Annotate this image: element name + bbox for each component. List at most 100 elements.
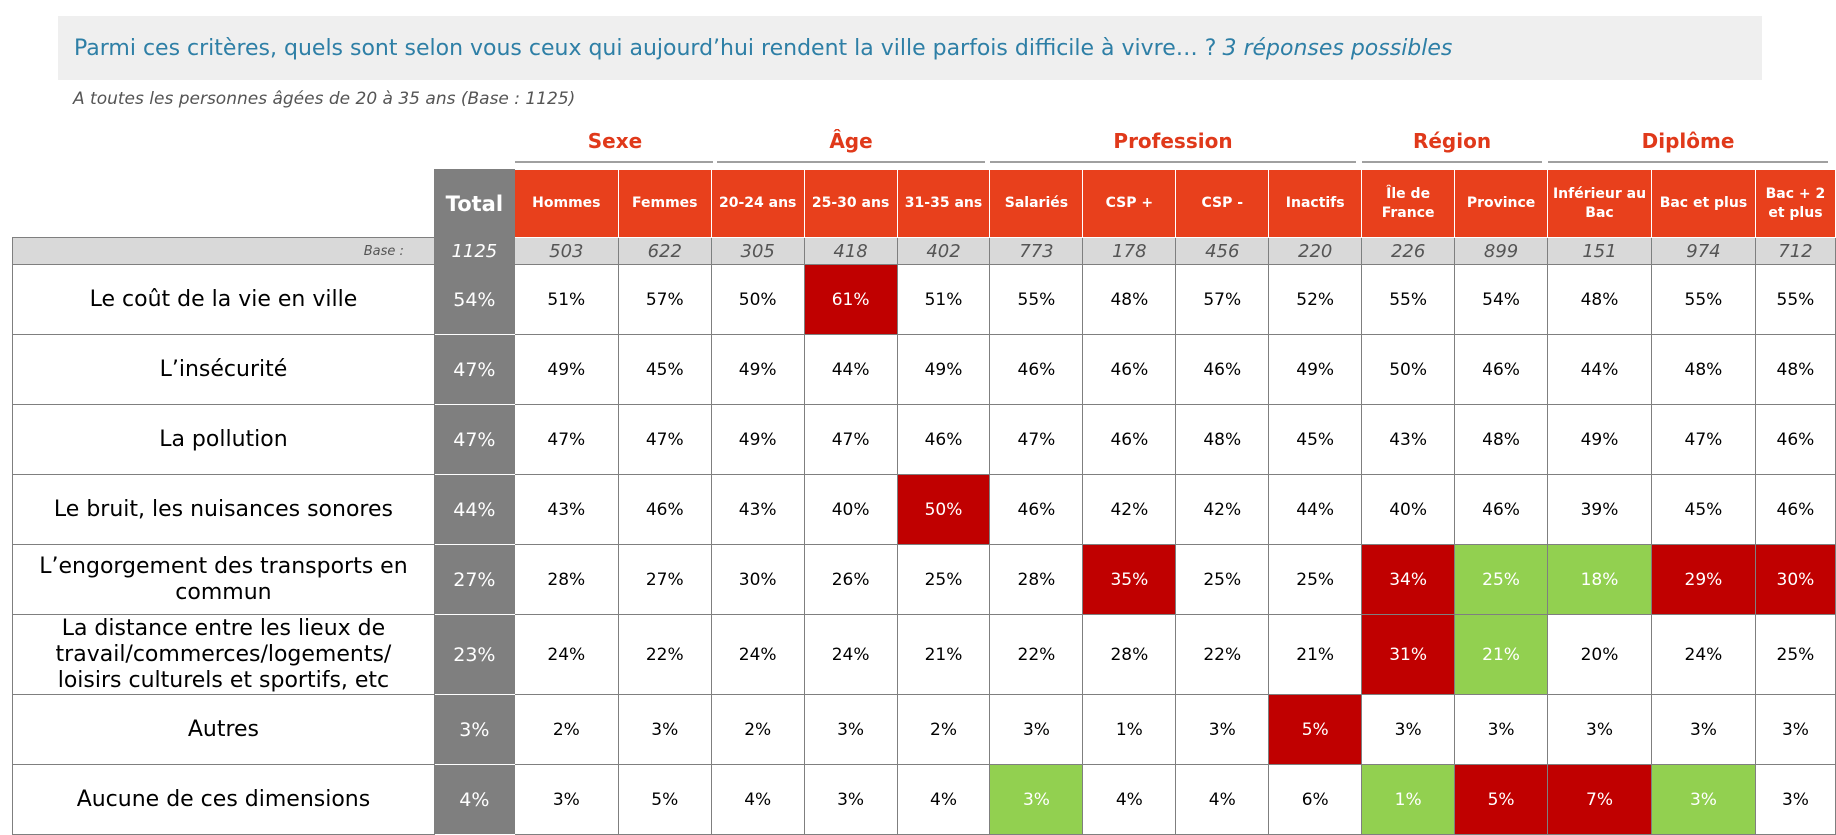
value-cell: 48% (1082, 264, 1177, 335)
value-cell: 3% (1754, 694, 1836, 765)
value-cell: 46% (617, 474, 712, 545)
value-cell: 25% (1754, 614, 1836, 695)
value-cell: 46% (1754, 404, 1836, 475)
value-cell: 30% (1754, 544, 1836, 615)
value-cell: 28% (513, 544, 619, 615)
column-header: Salariés (989, 169, 1084, 238)
value-cell: 50% (710, 264, 805, 335)
value-cell: 25% (1175, 544, 1270, 615)
value-cell: 55% (1361, 264, 1456, 335)
row-label: L’insécurité (12, 334, 435, 405)
value-cell: 3% (617, 694, 712, 765)
value-cell: 21% (896, 614, 991, 695)
value-cell: 21% (1454, 614, 1549, 695)
value-cell: 22% (617, 614, 712, 695)
value-cell: 2% (513, 694, 619, 765)
base-total: 1125 (433, 237, 515, 265)
group-line-sexe (515, 161, 713, 163)
group-line-age (717, 161, 985, 163)
value-cell: 3% (1754, 764, 1836, 835)
value-cell: 21% (1268, 614, 1363, 695)
row-label: La distance entre les lieux de travail/c… (12, 614, 435, 695)
value-cell: 49% (1268, 334, 1363, 405)
value-cell: 49% (710, 404, 805, 475)
value-cell: 35% (1082, 544, 1177, 615)
base-value: 402 (896, 237, 991, 265)
value-cell: 55% (989, 264, 1084, 335)
base-value: 773 (989, 237, 1084, 265)
column-header: Hommes (513, 169, 619, 238)
value-cell: 34% (1361, 544, 1456, 615)
base-note: A toutes les personnes âgées de 20 à 35 … (73, 89, 576, 109)
base-value: 899 (1454, 237, 1549, 265)
value-cell: 24% (1650, 614, 1756, 695)
value-cell: 44% (1547, 334, 1652, 405)
value-cell: 47% (1650, 404, 1756, 475)
total-cell: 4% (433, 764, 515, 835)
value-cell: 48% (1175, 404, 1270, 475)
total-cell: 54% (433, 264, 515, 335)
value-cell: 3% (989, 694, 1084, 765)
value-cell: 25% (1268, 544, 1363, 615)
value-cell: 50% (1361, 334, 1456, 405)
value-cell: 47% (803, 404, 898, 475)
column-header: Inactifs (1268, 169, 1363, 238)
value-cell: 42% (1175, 474, 1270, 545)
value-cell: 61% (803, 264, 898, 335)
column-header: 25-30 ans (803, 169, 898, 238)
value-cell: 20% (1547, 614, 1652, 695)
group-line-region (1362, 161, 1542, 163)
group-label-profession: Profession (1113, 129, 1233, 153)
column-header: Bac et plus (1650, 169, 1756, 238)
value-cell: 25% (1454, 544, 1549, 615)
base-value: 151 (1547, 237, 1652, 265)
row-label: Autres (12, 694, 435, 765)
total-cell: 27% (433, 544, 515, 615)
column-header-row: Total Hommes Femmes 20-24 ans 25-30 ans 31-3… (12, 169, 1836, 238)
value-cell: 47% (989, 404, 1084, 475)
results-table: Total Hommes Femmes 20-24 ans 25-30 ans 31-3… (12, 169, 1836, 835)
value-cell: 57% (617, 264, 712, 335)
table-row: Autres 3% 2% 3% 2% 3% 2% 3% 1% 3% 5% 3% 3% 3% 3% 3% (12, 694, 1836, 765)
value-cell: 49% (710, 334, 805, 405)
value-cell: 46% (1175, 334, 1270, 405)
base-value: 622 (617, 237, 712, 265)
value-cell: 24% (803, 614, 898, 695)
value-cell: 3% (989, 764, 1084, 835)
row-label: Aucune de ces dimensions (12, 764, 435, 835)
value-cell: 5% (1454, 764, 1549, 835)
value-cell: 48% (1754, 334, 1836, 405)
value-cell: 45% (1650, 474, 1756, 545)
value-cell: 2% (896, 694, 991, 765)
column-header: Femmes (617, 169, 712, 238)
value-cell: 24% (710, 614, 805, 695)
value-cell: 7% (1547, 764, 1652, 835)
total-cell: 44% (433, 474, 515, 545)
row-label: L’engorgement des transports en commun (12, 544, 435, 615)
table-row: L’insécurité 47% 49% 45% 49% 44% 49% 46% 46% 46% 4… (12, 334, 1836, 405)
value-cell: 31% (1361, 614, 1456, 695)
total-header: Total (433, 169, 515, 238)
value-cell: 22% (1175, 614, 1270, 695)
base-row: Base : 1125 503 622 305 418 402 773 178 456 220 2… (12, 237, 1836, 265)
value-cell: 22% (989, 614, 1084, 695)
value-cell: 28% (1082, 614, 1177, 695)
group-label-region: Région (1412, 129, 1492, 153)
base-value: 178 (1082, 237, 1177, 265)
value-cell: 54% (1454, 264, 1549, 335)
value-cell: 3% (1547, 694, 1652, 765)
value-cell: 42% (1082, 474, 1177, 545)
value-cell: 2% (710, 694, 805, 765)
table-row: La pollution 47% 47% 47% 49% 47% 46% 47% 46% 48% 4… (12, 404, 1836, 475)
question-emphasis: 3 réponses possibles (1222, 35, 1453, 61)
column-header: CSP + (1082, 169, 1177, 238)
group-line-diplome (1548, 161, 1828, 163)
base-value: 503 (513, 237, 619, 265)
value-cell: 45% (617, 334, 712, 405)
value-cell: 5% (1268, 694, 1363, 765)
table-row: Aucune de ces dimensions 4% 3% 5% 4% 3% 4% 3% 4%… (12, 764, 1836, 835)
value-cell: 46% (1454, 474, 1549, 545)
value-cell: 46% (1082, 334, 1177, 405)
value-cell: 52% (1268, 264, 1363, 335)
value-cell: 55% (1650, 264, 1756, 335)
